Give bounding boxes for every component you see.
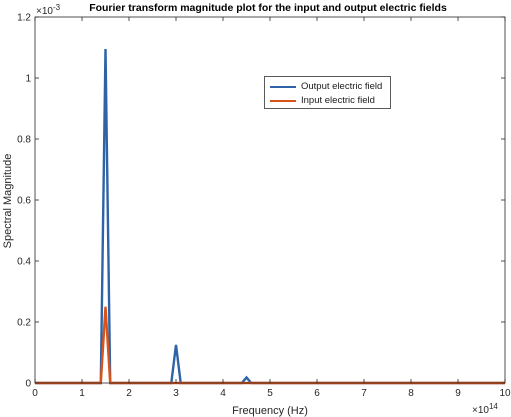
- x-tick-label: 7: [361, 388, 367, 399]
- legend-entry-output: Output electric field: [270, 80, 382, 93]
- legend: Output electric field Input electric fie…: [264, 76, 391, 109]
- x-tick-label: 8: [408, 388, 414, 399]
- y-tick-label: 0: [25, 379, 31, 390]
- x-axis-label: Frequency (Hz): [232, 405, 308, 417]
- y-exponent-label: ×10-3: [36, 3, 61, 17]
- y-tick-label: 0.2: [17, 318, 31, 329]
- y-axis-label: Spectral Magnitude: [2, 154, 14, 249]
- y-tick-label: 1.2: [17, 13, 31, 24]
- legend-label-input: Input electric field: [301, 95, 375, 106]
- x-tick-label: 10: [499, 388, 511, 399]
- x-tick-label: 9: [455, 388, 461, 399]
- y-exponent-base: ×10: [36, 6, 53, 17]
- x-tick-label: 2: [126, 388, 132, 399]
- y-tick-label: 0.4: [17, 257, 31, 268]
- x-tick-label: 1: [79, 388, 85, 399]
- x-tick-label: 3: [173, 388, 179, 399]
- legend-swatch-output: [270, 85, 296, 88]
- x-tick-label: 4: [220, 388, 226, 399]
- x-exponent-base: ×10: [472, 405, 489, 416]
- y-tick-label: 1: [25, 74, 31, 85]
- y-tick-label: 0.8: [17, 135, 31, 146]
- legend-label-output: Output electric field: [301, 81, 383, 92]
- plot-area: 0 1 2 3 4 5 6 7 8 9 10 0 0.2 0.4 0.6 0.8 1 1.2: [17, 13, 511, 400]
- legend-entry-input: Input electric field: [270, 94, 375, 107]
- chart-title: Fourier transform magnitude plot for the…: [89, 2, 447, 14]
- x-exponent-power: 14: [489, 402, 498, 411]
- y-exponent-power: -3: [53, 3, 61, 12]
- x-tick-label: 6: [314, 388, 320, 399]
- y-tick-label: 0.6: [17, 196, 31, 207]
- x-tick-label: 5: [267, 388, 273, 399]
- legend-swatch-input: [270, 99, 296, 102]
- x-tick-label: 0: [32, 388, 38, 399]
- series-line-output-electric-field: [35, 49, 505, 385]
- x-exponent-label: ×1014: [472, 402, 498, 416]
